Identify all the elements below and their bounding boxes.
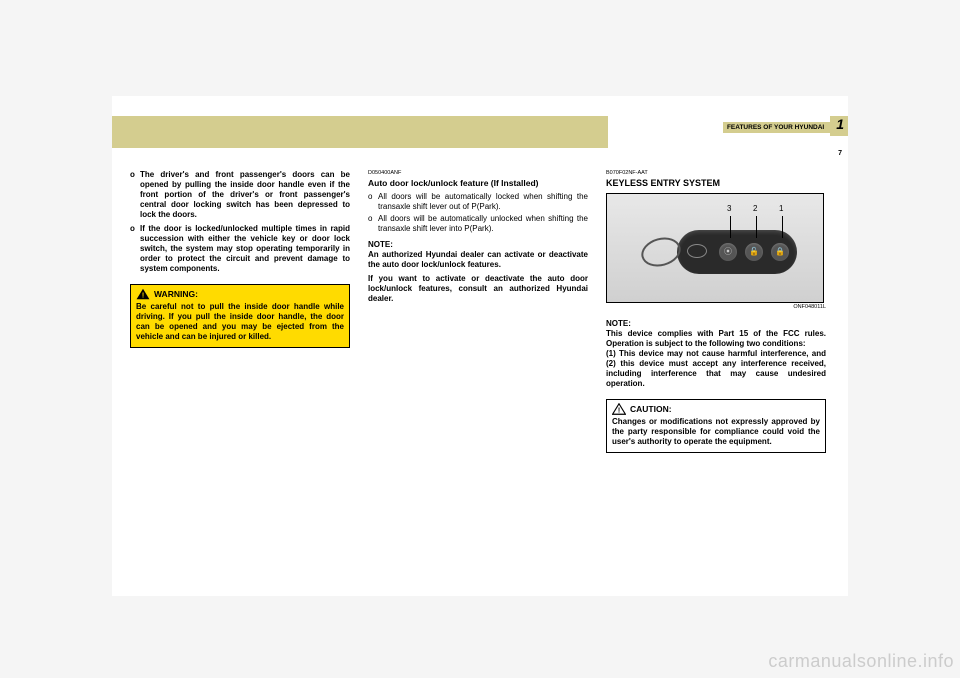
warning-header: ! WARNING: — [136, 288, 344, 300]
header-block: FEATURES OF YOUR HYUNDAI1 — [723, 116, 848, 136]
note-body: An authorized Hyundai dealer can activat… — [368, 250, 588, 270]
col1-bullets: The driver's and front passenger's doors… — [130, 170, 350, 274]
section-code: D050400ANF — [368, 170, 588, 177]
svg-text:!: ! — [142, 293, 144, 300]
note-body: If you want to activate or deactivate th… — [368, 274, 588, 304]
callout-2: 2 — [753, 204, 757, 214]
keyring — [638, 233, 684, 270]
note-label: NOTE: — [606, 319, 826, 329]
chapter-number: 1 — [830, 116, 848, 136]
section-title: KEYLESS ENTRY SYSTEM — [606, 178, 826, 189]
fob-button-1: 🔒 — [771, 243, 789, 261]
header-title: FEATURES OF YOUR HYUNDAI — [723, 122, 830, 133]
page-number: 7 — [838, 150, 842, 157]
list-item: The driver's and front passenger's doors… — [140, 170, 350, 220]
callout-1: 1 — [779, 204, 783, 214]
content-columns: The driver's and front passenger's doors… — [130, 170, 830, 453]
fob-button-2: 🔓 — [745, 243, 763, 261]
callout-label: 2 — [753, 204, 757, 213]
list-item: All doors will be automatically locked w… — [378, 192, 588, 212]
warning-body: Be careful not to pull the inside door h… — [136, 302, 344, 342]
callout-label: 3 — [727, 204, 731, 213]
svg-text:!: ! — [618, 408, 620, 415]
column-1: The driver's and front passenger's doors… — [130, 170, 350, 453]
warning-label: WARNING: — [154, 289, 198, 300]
column-3: B070F02NF-AAT KEYLESS ENTRY SYSTEM ⦿ 🔓 🔒… — [606, 170, 826, 453]
list-item: All doors will be automatically unlocked… — [378, 214, 588, 234]
warning-triangle-icon: ! — [136, 288, 150, 300]
caution-header: ! CAUTION: — [612, 403, 820, 415]
list-item: If the door is locked/unlocked multiple … — [140, 224, 350, 274]
section-title: Auto door lock/unlock feature (If Instal… — [368, 178, 588, 189]
callout-3: 3 — [727, 204, 731, 214]
callout-label: 1 — [779, 204, 783, 213]
header-beige-bar — [112, 116, 608, 148]
keyfob-illustration: ⦿ 🔓 🔒 3 2 1 — [606, 193, 824, 303]
caution-body: Changes or modifications not expressly a… — [612, 417, 820, 447]
note-body: This device complies with Part 15 of the… — [606, 329, 826, 389]
caution-triangle-icon: ! — [612, 403, 626, 415]
note-label: NOTE: — [368, 240, 588, 250]
watermark-text: carmanualsonline.info — [768, 651, 954, 672]
caution-label: CAUTION: — [630, 404, 672, 415]
image-code: ONF048011L — [606, 304, 826, 311]
warning-box: ! WARNING: Be careful not to pull the in… — [130, 284, 350, 348]
caution-box: ! CAUTION: Changes or modifications not … — [606, 399, 826, 453]
section-code: B070F02NF-AAT — [606, 170, 826, 177]
hyundai-logo-icon — [687, 244, 707, 258]
column-2: D050400ANF Auto door lock/unlock feature… — [368, 170, 588, 453]
keyfob-body: ⦿ 🔓 🔒 — [677, 230, 797, 274]
col2-bullets: All doors will be automatically locked w… — [368, 192, 588, 234]
fob-button-3: ⦿ — [719, 243, 737, 261]
